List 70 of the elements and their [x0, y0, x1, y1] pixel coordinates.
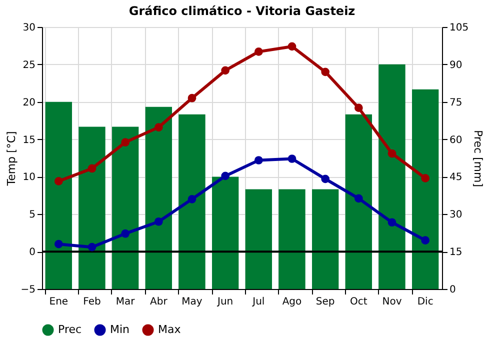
y2-tick-label: 60 [450, 134, 462, 146]
point [54, 177, 63, 186]
y2-tick-label: 90 [450, 60, 462, 71]
y-axis-title: Temp [°C] [4, 131, 18, 187]
point [421, 236, 430, 245]
y-tick-label: 25 [22, 60, 36, 71]
bar [78, 126, 106, 289]
x-tick-label: Jul [252, 296, 265, 308]
x-tick-label: Sep [316, 296, 335, 308]
point [354, 194, 363, 203]
y-tick-label: −5 [20, 284, 36, 296]
point [154, 123, 163, 132]
y2-tick-label: 105 [450, 22, 469, 34]
point [88, 164, 96, 173]
point [321, 68, 330, 76]
point [188, 194, 196, 204]
point [254, 48, 263, 56]
bar [212, 176, 239, 289]
bar [45, 102, 72, 289]
chart-title: Gráfico climático - Vitoria Gasteiz [128, 4, 356, 18]
point [388, 218, 396, 227]
point [54, 240, 63, 248]
x-tick-label: Ago [282, 296, 302, 308]
bar [245, 189, 272, 289]
y2-tick-label: 15 [450, 247, 462, 258]
x-tick-label: Jun [216, 296, 234, 308]
x-tick-label: Mar [116, 296, 136, 308]
point [121, 229, 130, 238]
point [321, 174, 330, 184]
bar [145, 106, 172, 289]
bar [345, 114, 372, 289]
y2-tick-label: 30 [450, 210, 462, 221]
bar [412, 89, 439, 289]
y-tick-label: 10 [22, 172, 36, 184]
y-tick-label: 15 [22, 134, 36, 146]
y-tick-label: 30 [22, 22, 36, 34]
y-tick-label: 5 [29, 210, 36, 221]
y-tick-label: 20 [22, 97, 36, 108]
point [221, 172, 230, 180]
y2-axis-title: Prec [mm] [472, 130, 485, 188]
point [188, 94, 196, 102]
x-tick-label: Dic [417, 296, 434, 308]
y2-tick-label: 0 [450, 284, 456, 296]
legend-label: Max [158, 323, 182, 336]
x-tick-label: Feb [83, 296, 101, 308]
point [88, 242, 96, 252]
point [421, 174, 430, 182]
bar [378, 64, 406, 289]
legend-label: Min [110, 323, 130, 336]
point [154, 217, 163, 226]
bar [312, 189, 339, 289]
point [121, 138, 130, 146]
bar [278, 189, 306, 289]
legend-label: Prec [58, 323, 82, 336]
y-tick-label: 0 [29, 247, 36, 258]
bar [112, 126, 139, 289]
point [288, 154, 296, 163]
point [354, 104, 363, 112]
point [254, 156, 263, 164]
x-tick-label: Abr [150, 296, 168, 308]
y2-tick-label: 45 [450, 172, 462, 184]
point [221, 66, 230, 75]
x-tick-label: Ene [49, 296, 68, 308]
x-tick-label: May [182, 296, 202, 308]
point [388, 149, 396, 158]
y2-tick-label: 75 [450, 97, 462, 108]
x-tick-label: Oct [350, 296, 368, 308]
x-tick-label: Nov [382, 296, 402, 308]
bar [178, 114, 206, 289]
point [288, 42, 296, 51]
